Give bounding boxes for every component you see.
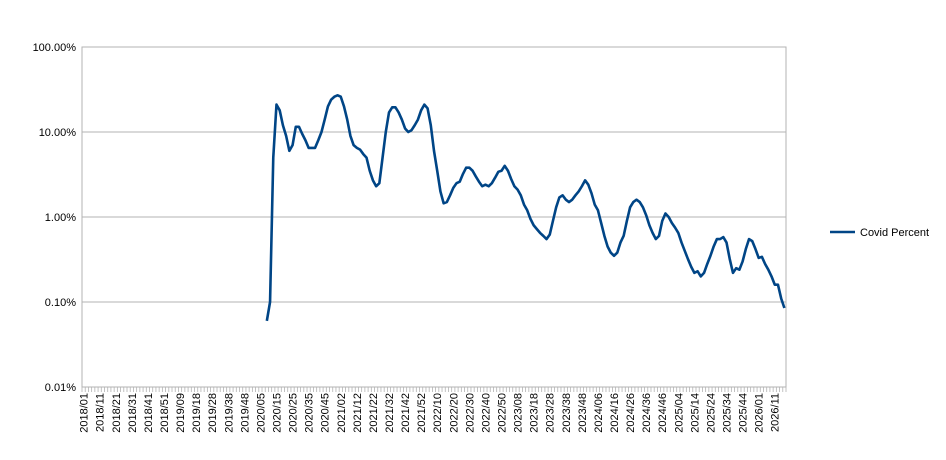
x-tick-label: 2026/11 bbox=[770, 393, 782, 432]
x-tick-label: 2025/04 bbox=[673, 393, 685, 433]
x-tick-label: 2021/22 bbox=[368, 393, 380, 433]
y-tick-label: 100.00% bbox=[33, 42, 77, 54]
x-tick-label: 2020/45 bbox=[320, 393, 332, 433]
x-tick-label: 2021/02 bbox=[336, 393, 348, 433]
y-tick-label: 0.01% bbox=[45, 382, 76, 394]
x-tick-label: 2020/05 bbox=[255, 393, 267, 433]
x-tick-label: 2020/15 bbox=[271, 393, 283, 433]
x-tick-label: 2023/28 bbox=[545, 393, 557, 433]
x-tick-label: 2021/52 bbox=[416, 393, 428, 433]
y-tick-label: 0.10% bbox=[45, 297, 76, 309]
x-tick-label: 2023/38 bbox=[561, 393, 573, 433]
x-tick-label: 2020/25 bbox=[288, 393, 300, 433]
x-tick-label: 2026/01 bbox=[754, 393, 766, 433]
plot-border bbox=[81, 46, 787, 388]
x-tick-label: 2019/48 bbox=[239, 393, 251, 433]
legend-label: Covid Percent bbox=[860, 227, 929, 239]
x-tick-label: 2024/46 bbox=[657, 393, 669, 433]
x-tick-label: 2018/11 bbox=[95, 393, 107, 432]
x-tick-label: 2020/35 bbox=[304, 393, 316, 433]
x-tick-label: 2018/41 bbox=[143, 393, 155, 433]
x-tick-label: 2025/34 bbox=[722, 393, 734, 433]
x-tick-label: 2018/31 bbox=[127, 393, 139, 433]
x-tick-label: 2023/18 bbox=[529, 393, 541, 433]
x-tick-label: 2025/44 bbox=[738, 393, 750, 433]
x-tick-label: 2023/08 bbox=[513, 393, 525, 433]
x-tick-label: 2025/24 bbox=[705, 393, 717, 433]
line-series bbox=[265, 94, 786, 322]
x-tick-label: 2021/42 bbox=[400, 393, 412, 433]
x-tick-label: 2019/18 bbox=[191, 393, 203, 433]
x-tick-label: 2022/20 bbox=[448, 393, 460, 433]
x-tick-label: 2025/14 bbox=[689, 393, 701, 433]
x-tick-label: 2022/10 bbox=[432, 393, 444, 433]
x-tick-label: 2018/51 bbox=[159, 393, 171, 433]
x-tick-label: 2024/26 bbox=[625, 393, 637, 433]
x-tick-label: 2024/16 bbox=[609, 393, 621, 433]
x-tick-label: 2019/38 bbox=[223, 393, 235, 433]
x-tick-label: 2018/21 bbox=[111, 393, 123, 433]
x-tick-label: 2022/30 bbox=[464, 393, 476, 433]
x-tick-label: 2024/06 bbox=[593, 393, 605, 433]
x-tick-label: 2022/50 bbox=[497, 393, 509, 433]
x-tick-label: 2024/36 bbox=[641, 393, 653, 433]
y-tick-label: 10.00% bbox=[39, 127, 77, 139]
x-tick-label: 2019/09 bbox=[175, 393, 187, 433]
x-tick-label: 2018/01 bbox=[79, 393, 91, 433]
y-tick-label: 1.00% bbox=[45, 212, 76, 224]
x-tick-label: 2019/28 bbox=[207, 393, 219, 433]
x-tick-label: 2021/12 bbox=[352, 393, 364, 433]
x-tick-label: 2022/40 bbox=[480, 393, 492, 433]
x-tick-label: 2023/48 bbox=[577, 393, 589, 433]
x-tick-label: 2021/32 bbox=[384, 393, 396, 433]
